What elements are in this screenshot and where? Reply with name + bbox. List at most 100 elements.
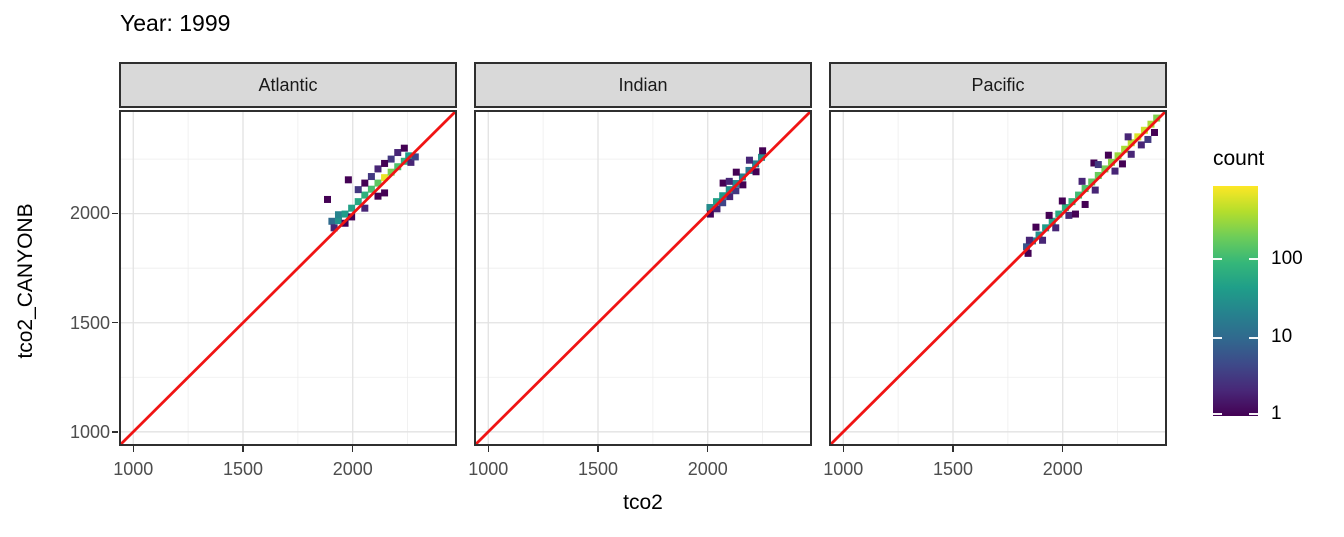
count-bin [1124, 133, 1132, 141]
count-bin [739, 181, 747, 189]
count-bin [367, 173, 375, 181]
count-bin [719, 179, 727, 187]
count-bin [732, 180, 740, 188]
count-bin [1075, 191, 1083, 199]
y-axis-title: tco2_CANYONB [14, 203, 37, 359]
legend-tick-label: 100 [1271, 248, 1303, 269]
count-bin [1090, 159, 1098, 167]
count-bin [1114, 152, 1122, 160]
count-bin [1042, 224, 1050, 232]
count-bin [354, 186, 362, 194]
count-bin [387, 168, 395, 176]
x-tick-label: 1500 [222, 459, 264, 479]
count-bin [361, 191, 369, 199]
count-bin [1107, 158, 1115, 166]
count-bin [1078, 177, 1086, 185]
count-bin [738, 173, 746, 181]
y-tick-mark [112, 212, 118, 215]
count-bin [330, 224, 338, 232]
identity-line [119, 110, 457, 446]
x-tick-label: 2000 [332, 459, 373, 479]
count-bin [1111, 167, 1119, 175]
count-bin [726, 193, 734, 201]
count-bin [354, 198, 362, 206]
count-bin [361, 204, 369, 212]
count-bin [1094, 161, 1102, 169]
count-bin [745, 166, 753, 174]
legend-tick-mark [1213, 257, 1222, 260]
legend-title: count [1213, 147, 1265, 170]
x-tick-mark [597, 446, 599, 452]
facet-strip-indian: Indian [474, 62, 812, 108]
legend-tick-mark [1249, 257, 1258, 260]
facet-strip-pacific: Pacific [829, 62, 1167, 108]
count-bin [387, 155, 395, 163]
panel-border [474, 110, 812, 446]
count-bin [1081, 185, 1089, 193]
x-tick-mark [706, 446, 709, 452]
count-bin [328, 217, 336, 225]
count-bin [400, 144, 408, 152]
count-bin [344, 176, 352, 184]
facet-panel-indian [474, 110, 812, 446]
count-bin [706, 204, 714, 212]
count-bin [405, 152, 413, 160]
count-bin [394, 163, 402, 171]
count-bin [745, 156, 753, 164]
count-bin [1088, 178, 1096, 186]
count-bin [706, 210, 714, 218]
count-bin [1137, 141, 1145, 149]
x-tick-label: 1000 [113, 459, 154, 479]
count-bin [1039, 236, 1047, 244]
count-bin [374, 179, 382, 187]
x-tick-mark [1061, 446, 1064, 452]
x-tick-label: 1500 [932, 459, 974, 479]
count-bin [1058, 197, 1066, 205]
x-axis-title: tco2 [623, 491, 663, 514]
y-tick-label: 1000 [69, 422, 110, 442]
x-tick-label: 2000 [687, 459, 728, 479]
count-bin [407, 158, 415, 166]
count-bin [381, 159, 389, 167]
count-bin [348, 213, 356, 221]
count-bin [1048, 217, 1056, 225]
count-bin [1065, 211, 1073, 219]
legend-colorbar [1213, 186, 1258, 416]
x-tick-mark [487, 446, 490, 452]
count-bin [348, 204, 356, 212]
count-bin [1052, 224, 1060, 232]
count-bin [1025, 236, 1033, 244]
count-bin [1091, 186, 1099, 194]
x-tick-label: 1500 [577, 459, 619, 479]
count-bin [1055, 210, 1063, 218]
identity-line [829, 110, 1167, 446]
facet-panel-pacific [829, 110, 1167, 446]
count-bin [367, 185, 375, 193]
count-bin [334, 217, 342, 225]
count-bin [1104, 151, 1112, 159]
count-bin [1134, 133, 1142, 141]
x-tick-mark [132, 446, 135, 452]
count-bin [381, 189, 389, 197]
legend-tick-mark [1213, 413, 1222, 415]
count-bin [752, 168, 760, 176]
legend-tick-mark [1249, 413, 1258, 415]
legend-tick-mark [1249, 336, 1258, 339]
count-bin [758, 153, 766, 161]
count-bin [1144, 135, 1152, 143]
count-bin [1081, 200, 1089, 208]
count-bin [341, 210, 349, 218]
legend-tick-mark [1213, 336, 1222, 339]
panel-border [829, 110, 1167, 446]
identity-line [474, 110, 812, 446]
count-bin [374, 165, 382, 173]
count-bin [732, 187, 740, 195]
x-tick-mark [952, 446, 954, 452]
panel-border [119, 110, 457, 446]
count-bin [1140, 126, 1148, 134]
count-bin [334, 211, 342, 219]
count-bin [713, 205, 721, 213]
count-bin [1024, 249, 1032, 257]
count-bin [381, 174, 389, 182]
